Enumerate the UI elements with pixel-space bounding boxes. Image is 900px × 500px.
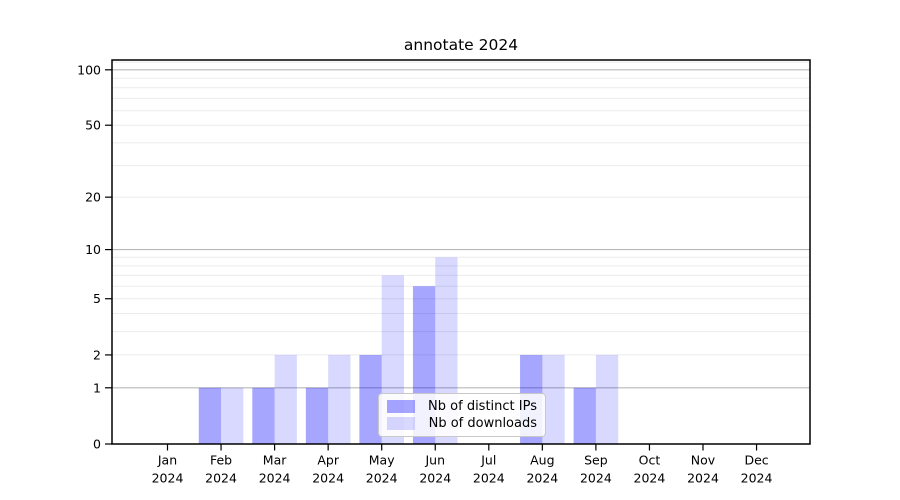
x-tick-label-year: 2024 [741, 471, 773, 486]
x-tick-label-month: Dec [744, 453, 768, 468]
y-tick-label: 0 [93, 437, 101, 452]
y-tick-label: 2 [93, 347, 101, 362]
legend-item-distinct-ips: Nb of distinct IPs [387, 399, 537, 414]
x-tick-label-month: Sep [584, 453, 608, 468]
x-tick-label-month: Apr [317, 453, 339, 468]
legend-label-downloads: Nb of downloads [428, 416, 537, 432]
x-tick-label-month: Aug [530, 453, 554, 468]
x-tick-label-month: Jun [424, 453, 445, 468]
x-tick-label-year: 2024 [312, 471, 344, 486]
bar-downloads-aug [542, 354, 565, 444]
x-tick-label-year: 2024 [526, 471, 558, 486]
x-tick-label-month: Jan [157, 453, 177, 468]
x-tick-label-year: 2024 [473, 471, 505, 486]
bar-distinct-ips-may [359, 354, 382, 444]
x-tick-label-year: 2024 [259, 471, 291, 486]
x-tick-label-year: 2024 [205, 471, 237, 486]
bar-distinct-ips-feb [198, 387, 222, 444]
y-tick-label: 10 [85, 242, 101, 257]
bar-distinct-ips-apr [305, 387, 329, 444]
y-tick-label: 100 [77, 62, 101, 77]
y-tick-label: 1 [93, 380, 101, 395]
bar-downloads-mar [274, 354, 297, 444]
legend-label-distinct-ips: Nb of distinct IPs [428, 398, 537, 414]
x-tick-label-month: Mar [263, 453, 287, 468]
x-tick-label-month: May [369, 453, 395, 468]
x-tick-label-month: Oct [639, 453, 661, 468]
y-tick-label: 50 [85, 118, 101, 133]
legend: Nb of distinct IPs Nb of downloads [378, 393, 546, 437]
bar-downloads-sep [595, 354, 619, 444]
x-tick-label-month: Nov [691, 453, 716, 468]
bar-downloads-apr [328, 354, 351, 444]
x-tick-label-year: 2024 [152, 471, 184, 486]
chart-title: annotate 2024 [403, 36, 519, 54]
x-tick-label-month: Jul [480, 453, 496, 468]
x-tick-label-year: 2024 [634, 471, 666, 486]
bar-downloads-feb [221, 387, 244, 444]
y-tick-label: 20 [85, 190, 101, 205]
y-tick-label: 5 [93, 291, 101, 306]
legend-swatch-downloads [387, 417, 415, 431]
legend-swatch-distinct-ips [387, 399, 415, 413]
x-tick-label-year: 2024 [366, 471, 398, 486]
bar-distinct-ips-sep [573, 387, 596, 444]
bar-distinct-ips-mar [252, 387, 275, 444]
legend-item-downloads: Nb of downloads [387, 416, 537, 431]
x-tick-label-year: 2024 [687, 471, 719, 486]
x-tick-label-year: 2024 [580, 471, 612, 486]
x-tick-label-month: Feb [210, 453, 232, 468]
plot-border [111, 59, 811, 445]
x-tick-label-year: 2024 [419, 471, 451, 486]
